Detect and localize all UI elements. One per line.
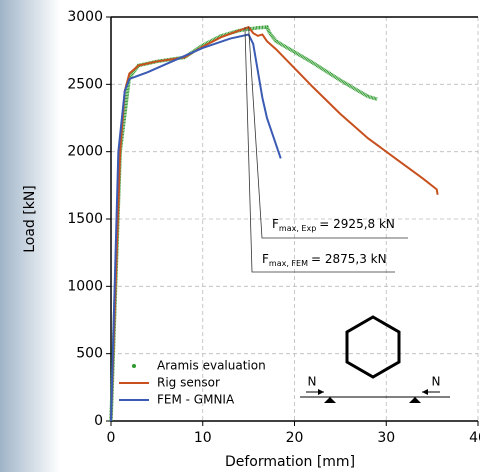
y-tick-label: 1000 bbox=[67, 278, 103, 294]
diagram-label: N bbox=[308, 375, 317, 389]
y-tick-label: 0 bbox=[94, 413, 103, 429]
annotation-leader bbox=[248, 27, 408, 239]
annotation-symbol: F bbox=[272, 217, 279, 231]
diagram-label: N bbox=[432, 375, 441, 389]
y-tick-label: 3000 bbox=[67, 9, 103, 25]
y-tick-label: 500 bbox=[76, 346, 103, 362]
x-axis-label: Deformation [mm] bbox=[225, 454, 355, 470]
annotation-subscript: max, FEM bbox=[269, 259, 308, 268]
legend-label: Rig sensor bbox=[157, 376, 220, 390]
series-line bbox=[109, 25, 378, 422]
x-tick-label: 20 bbox=[286, 430, 304, 446]
annotation-leader bbox=[244, 27, 395, 273]
y-tick-label: 2500 bbox=[67, 76, 103, 92]
legend-label: Aramis evaluation bbox=[157, 359, 266, 373]
series-line bbox=[110, 33, 282, 422]
cross-section-icon bbox=[300, 315, 450, 403]
x-tick-label: 40 bbox=[469, 430, 480, 446]
annotation: Fmax, FEM = 2875,3 kN bbox=[262, 252, 387, 268]
annotation-text: = 2875,3 kN bbox=[311, 252, 387, 266]
annotation-text: = 2925,8 kN bbox=[319, 217, 395, 231]
annotation-symbol: F bbox=[262, 252, 269, 266]
series-line bbox=[110, 25, 439, 422]
legend-marker bbox=[132, 364, 136, 368]
y-tick-label: 1500 bbox=[67, 211, 103, 227]
annotation-subscript: max, Exp bbox=[279, 224, 316, 233]
x-tick-label: 10 bbox=[194, 430, 212, 446]
x-tick-label: 30 bbox=[377, 430, 395, 446]
y-axis-label: Load [kN] bbox=[22, 185, 38, 253]
y-tick-label: 2000 bbox=[67, 144, 103, 160]
x-tick-label: 0 bbox=[107, 430, 116, 446]
annotation: Fmax, Exp = 2925,8 kN bbox=[272, 217, 395, 233]
background-photo bbox=[0, 0, 60, 472]
legend-label: FEM - GMNIA bbox=[157, 393, 235, 407]
